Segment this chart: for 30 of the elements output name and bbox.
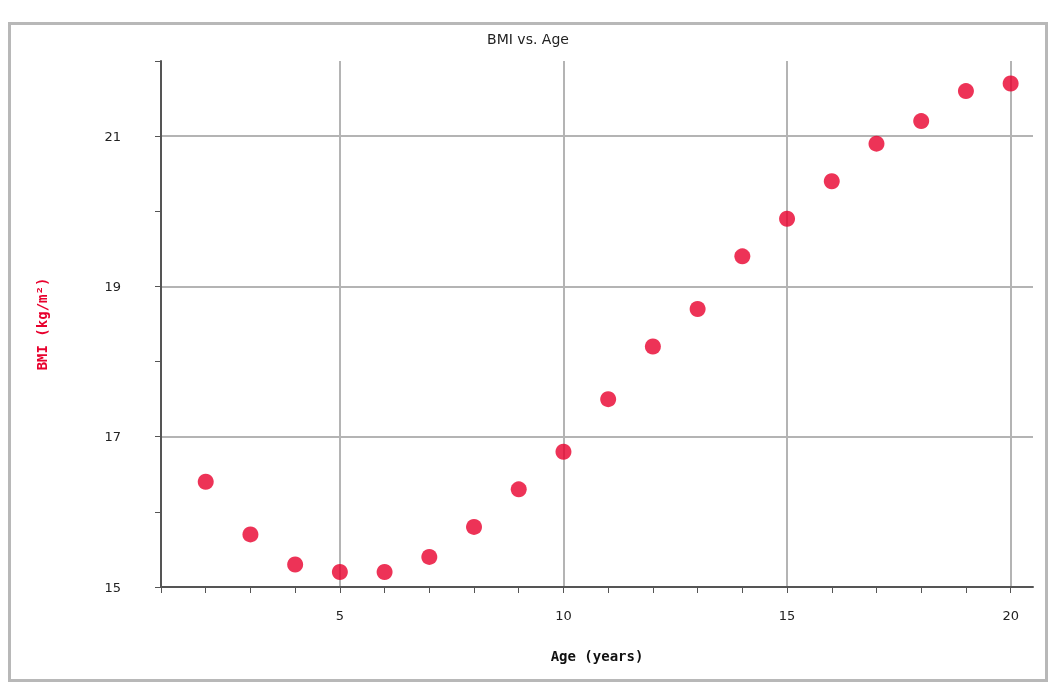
point (376, 563, 393, 580)
point (421, 548, 438, 565)
point (823, 173, 840, 190)
x-tick-label: 15 (778, 608, 796, 623)
point (734, 248, 751, 265)
point (510, 481, 527, 498)
y-tick-label: 15 (104, 579, 121, 595)
x-tick-label: 10 (555, 608, 572, 623)
point (689, 300, 706, 317)
y-tick-label: 19 (104, 278, 121, 294)
point (913, 113, 930, 130)
point (957, 83, 974, 100)
x-axis-title: Age (years) (550, 648, 644, 664)
y-axis-title: BMI (kg/m²) (34, 277, 50, 371)
x-tick-label: 20 (1002, 608, 1019, 623)
point (331, 563, 348, 580)
chart-title: BMI vs. Age (487, 31, 569, 47)
point (779, 210, 796, 227)
point (600, 391, 617, 408)
x-tick-label: 5 (335, 608, 345, 623)
point (466, 518, 483, 535)
y-tick-label: 21 (104, 128, 121, 144)
point (555, 443, 572, 460)
point (197, 473, 214, 490)
y-tick-label: 17 (104, 429, 121, 445)
point (644, 338, 661, 355)
point (287, 556, 304, 573)
point (1002, 75, 1019, 92)
point (242, 526, 259, 543)
point (868, 135, 885, 152)
